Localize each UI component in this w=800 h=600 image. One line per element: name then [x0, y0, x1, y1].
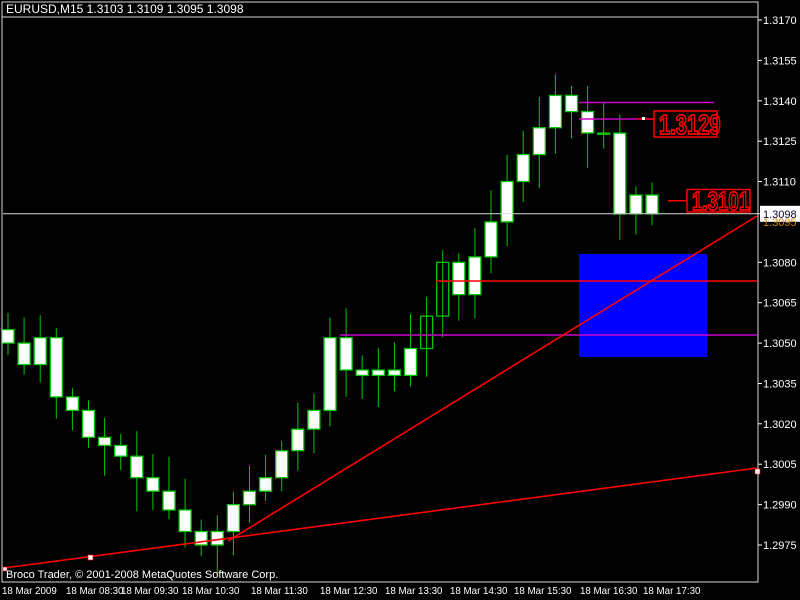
- svg-text:18 Mar 08:30: 18 Mar 08:30: [66, 586, 124, 597]
- svg-text:18 Mar 2009: 18 Mar 2009: [2, 586, 57, 597]
- svg-text:18 Mar 09:30: 18 Mar 09:30: [121, 586, 179, 597]
- svg-text:1.3005: 1.3005: [763, 459, 797, 471]
- svg-text:1.3065: 1.3065: [763, 298, 797, 310]
- svg-text:18 Mar 15:30: 18 Mar 15:30: [514, 586, 572, 597]
- svg-text:1.3110: 1.3110: [763, 177, 796, 189]
- svg-text:1.3170: 1.3170: [763, 15, 797, 27]
- svg-text:18 Mar 10:30: 18 Mar 10:30: [182, 586, 240, 597]
- svg-text:18 Mar 11:30: 18 Mar 11:30: [251, 586, 308, 597]
- svg-text:18 Mar 12:30: 18 Mar 12:30: [320, 586, 378, 597]
- svg-text:1.2975: 1.2975: [763, 540, 797, 552]
- svg-text:18 Mar 14:30: 18 Mar 14:30: [450, 586, 508, 597]
- svg-text:Broco Trader, © 2001-2008 Meta: Broco Trader, © 2001-2008 MetaQuotes Sof…: [6, 569, 278, 581]
- svg-text:1.3155: 1.3155: [763, 55, 797, 67]
- svg-text:1.3125: 1.3125: [763, 136, 797, 148]
- svg-text:1.2990: 1.2990: [763, 500, 797, 512]
- svg-text:1.3035: 1.3035: [763, 379, 797, 391]
- svg-text:1.3095: 1.3095: [763, 217, 797, 229]
- svg-text:18 Mar 16:30: 18 Mar 16:30: [580, 586, 638, 597]
- svg-text:EURUSD,M15 1.3103 1.3109 1.3: EURUSD,M15 1.3103 1.3109 1.3095 1.3098: [6, 2, 244, 16]
- svg-text:1.3050: 1.3050: [763, 338, 797, 350]
- svg-text:1.3101: 1.3101: [692, 186, 749, 216]
- svg-text:1.3020: 1.3020: [763, 419, 797, 431]
- svg-text:1.3129: 1.3129: [659, 110, 721, 141]
- svg-text:18 Mar 13:30: 18 Mar 13:30: [385, 586, 443, 597]
- svg-text:18 Mar 17:30: 18 Mar 17:30: [643, 586, 701, 597]
- svg-text:1.3140: 1.3140: [763, 96, 797, 108]
- svg-text:1.3080: 1.3080: [763, 257, 797, 269]
